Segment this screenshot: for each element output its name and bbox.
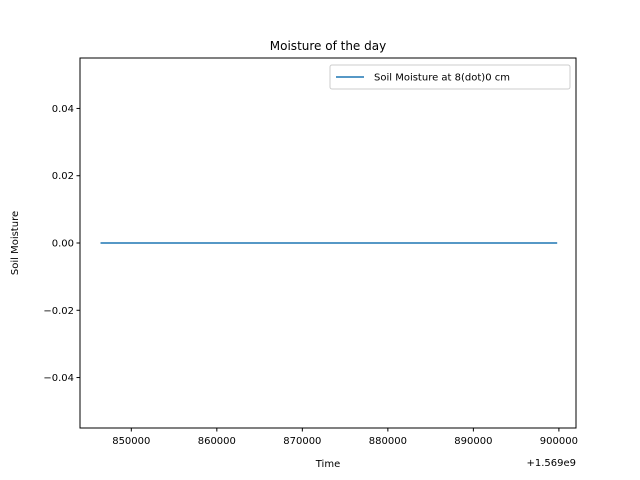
legend: Soil Moisture at 8(dot)0 cm	[329, 64, 571, 90]
x-tick-label: 890000	[454, 436, 492, 447]
legend-label: Soil Moisture at 8(dot)0 cm	[374, 73, 510, 84]
x-tick-label: 860000	[198, 436, 236, 447]
legend-box	[329, 64, 571, 90]
x-axis-label: Time	[315, 459, 340, 470]
axes-frame	[79, 57, 577, 429]
x-tick-label: 850000	[112, 436, 150, 447]
x-tick-label: 880000	[369, 436, 407, 447]
x-axis-offset-label: +1.569e9	[526, 458, 576, 469]
x-tick-label: 870000	[283, 436, 321, 447]
x-axis-ticks: 850000 860000 870000 880000 890000 900000	[112, 428, 578, 447]
y-tick-label: −0.02	[43, 306, 74, 317]
x-tick-label: 900000	[540, 436, 578, 447]
chart-title: Moisture of the day	[270, 39, 386, 53]
y-axis-label: Soil Moisture	[10, 211, 21, 275]
y-tick-label: 0.02	[52, 171, 74, 182]
y-tick-label: 0.04	[52, 104, 74, 115]
y-tick-label: 0.00	[52, 239, 74, 250]
y-tick-label: −0.04	[43, 373, 74, 384]
y-axis-ticks: −0.04 −0.02 0.00 0.02 0.04	[43, 104, 80, 384]
